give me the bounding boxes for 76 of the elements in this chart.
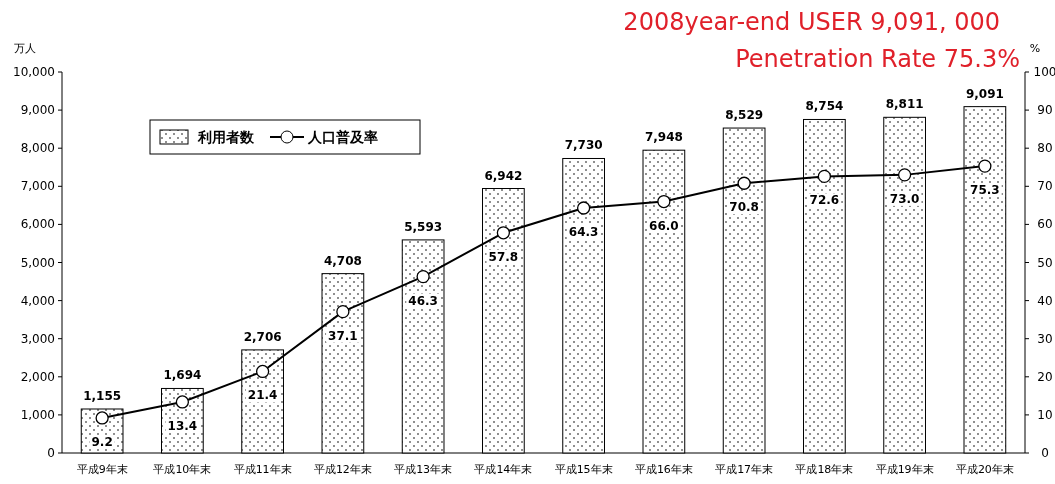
x-tick-label: 平成14年末	[474, 463, 533, 476]
data-label: 5,593	[404, 219, 443, 234]
y-tick-label: 4,000	[20, 293, 55, 308]
data-label: 1,155	[83, 388, 122, 403]
data-label: 2,706	[243, 329, 282, 344]
data-label: 46.3	[408, 293, 438, 308]
y-tick-label: 8,000	[20, 141, 55, 156]
y2-axis-title: %	[1029, 42, 1041, 55]
point	[657, 194, 671, 209]
y2-tick-label: 50	[1037, 255, 1053, 270]
y-tick-label: 10,000	[13, 65, 55, 79]
data-label: 7,730	[564, 138, 603, 153]
data-label: 8,811	[885, 97, 924, 112]
point	[416, 269, 430, 284]
data-label: 13.4	[167, 418, 198, 433]
y2-tick-label: 90	[1037, 103, 1053, 118]
point	[897, 168, 912, 182]
y-axis-title: 万人	[14, 42, 36, 55]
data-label: 72.6	[809, 193, 840, 208]
y2-tick-label: 100	[1033, 65, 1055, 79]
y2-tick-label: 30	[1037, 331, 1053, 346]
data-label: 1,694	[163, 368, 202, 383]
point	[496, 226, 511, 240]
y-tick-label: 9,000	[20, 103, 55, 118]
data-label: 7,948	[644, 130, 683, 145]
x-tick-label: 平成19年末	[875, 463, 934, 476]
x-tick-label: 平成18年末	[795, 463, 854, 476]
x-tick-label: 平成15年末	[554, 463, 613, 476]
data-label: 21.4	[247, 388, 278, 403]
y-tick-label: 3,000	[20, 331, 55, 346]
data-label: 64.3	[568, 225, 599, 240]
x-tick-label: 平成13年末	[394, 463, 453, 476]
x-tick-label: 平成9年末	[76, 463, 128, 476]
point	[978, 159, 992, 173]
y2-tick-label: 0	[1041, 446, 1049, 460]
legend-label: 人口普及率	[307, 129, 378, 145]
x-tick-label: 平成12年末	[313, 463, 372, 476]
data-label: 4,708	[323, 253, 362, 268]
y2-tick-label: 20	[1037, 369, 1053, 384]
point	[175, 395, 190, 409]
point	[255, 364, 270, 379]
data-label: 70.8	[729, 200, 759, 215]
x-tick-label: 平成16年末	[634, 463, 693, 476]
x-tick-label: 平成11年末	[233, 463, 292, 476]
y2-tick-label: 60	[1037, 217, 1053, 232]
y-tick-label: 5,000	[20, 255, 55, 270]
point	[737, 176, 751, 190]
data-label: 57.8	[488, 249, 519, 264]
x-tick-label: 平成20年末	[955, 463, 1014, 476]
y2-tick-label: 80	[1037, 141, 1053, 156]
data-label: 9.2	[91, 434, 113, 449]
x-tick-label: 平成17年末	[715, 463, 774, 476]
data-label: 66.0	[649, 218, 679, 233]
data-label: 8,529	[725, 108, 764, 123]
point	[336, 305, 350, 319]
point	[95, 411, 109, 425]
data-label: 73.0	[889, 191, 920, 206]
chart-subtitle: Penetration Rate 75.3%	[735, 45, 1020, 73]
point	[817, 169, 832, 184]
data-label: 37.1	[328, 328, 358, 343]
y2-tick-label: 40	[1037, 293, 1053, 308]
y-tick-label: 7,000	[20, 179, 55, 194]
data-label: 6,942	[484, 168, 523, 183]
y-tick-label: 0	[47, 446, 55, 460]
x-tick-label: 平成10年末	[153, 463, 212, 476]
y2-tick-label: 10	[1037, 407, 1053, 422]
data-label: 9,091	[965, 86, 1004, 101]
y2-tick-label: 70	[1037, 179, 1053, 194]
chart-title: 2008year-end USER 9,091, 000	[623, 8, 1000, 36]
data-label: 8,754	[805, 99, 844, 114]
y-tick-label: 6,000	[20, 217, 55, 232]
data-label: 75.3	[970, 183, 1000, 198]
legend-label: 利用者数	[197, 129, 255, 145]
point	[576, 201, 591, 215]
y-tick-label: 1,000	[20, 407, 55, 422]
y-tick-label: 2,000	[20, 369, 55, 384]
